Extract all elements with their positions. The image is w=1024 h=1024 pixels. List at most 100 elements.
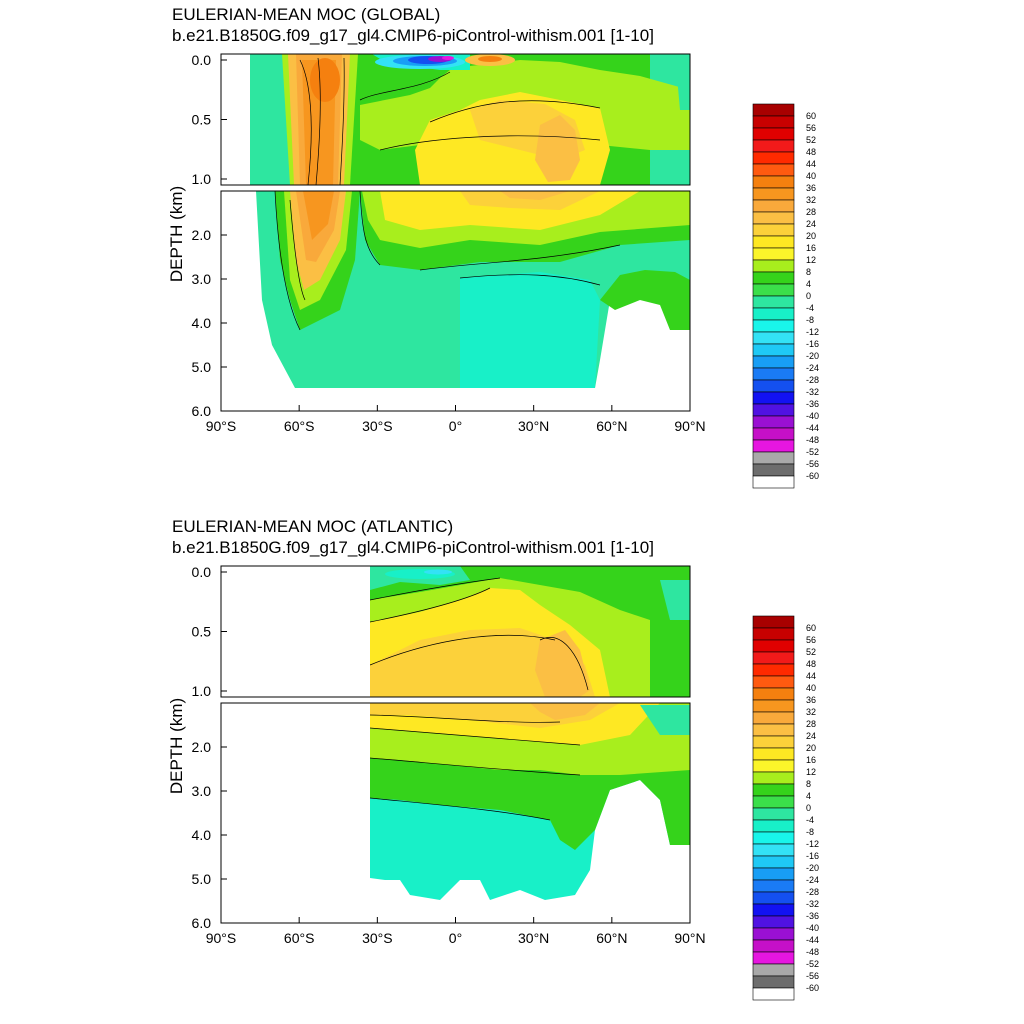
colorbar-level-label: -48: [806, 947, 819, 957]
colorbar-level-label: 36: [806, 695, 816, 705]
colorbar-swatch: [752, 403, 795, 417]
colorbar-swatch: [752, 699, 795, 713]
atlantic-axes: 90°S 60°S 30°S 0° 30°N 60°N 90°N 0.0 0.5 1.0 2.0 3.…: [192, 564, 706, 946]
colorbar-level-label: 56: [806, 123, 816, 133]
y-tick-label: 6.0: [192, 403, 212, 419]
colorbar-atlantic: 60565248444036322824201612840-4-8-12-16-…: [752, 615, 819, 1001]
colorbar-swatch: [752, 127, 795, 141]
x-tick-label: 30°S: [362, 418, 393, 434]
colorbar-swatch: [752, 439, 795, 453]
colorbar-level-label: -56: [806, 459, 819, 469]
colorbar-swatch: [752, 975, 795, 989]
y-tick-label: 3.0: [192, 783, 212, 799]
x-tick-label: 60°S: [284, 418, 315, 434]
colorbar-level-label: 8: [806, 267, 811, 277]
colorbar-swatch: [752, 247, 795, 261]
colorbar-level-label: -8: [806, 315, 814, 325]
colorbar-level-label: 56: [806, 635, 816, 645]
colorbar-level-label: -20: [806, 351, 819, 361]
colorbar-swatch: [752, 451, 795, 465]
colorbar-level-label: 52: [806, 135, 816, 145]
global-axes: 90°S 60°S 30°S 0° 30°N 60°N 90°N 0.0 0.5 1.0 2.0 3.…: [192, 52, 706, 434]
colorbar-swatch: [752, 463, 795, 477]
x-tick-label: 90°N: [674, 930, 705, 946]
colorbar-level-label: -44: [806, 423, 819, 433]
x-tick-label: 0°: [449, 930, 462, 946]
colorbar-swatch: [752, 175, 795, 189]
colorbar-swatch: [752, 627, 795, 641]
colorbar-level-label: -60: [806, 471, 819, 481]
colorbar-swatch: [752, 343, 795, 357]
x-tick-label: 30°N: [518, 418, 549, 434]
y-tick-label: 6.0: [192, 915, 212, 931]
chart-title: EULERIAN-MEAN MOC (GLOBAL): [172, 5, 440, 24]
y-tick-label: 1.0: [192, 171, 212, 187]
colorbar-level-label: 60: [806, 111, 816, 121]
colorbar-level-label: -36: [806, 911, 819, 921]
colorbar-swatch: [752, 807, 795, 821]
lower-panel-field: [221, 191, 690, 411]
colorbar-level-label: 28: [806, 207, 816, 217]
colorbar-level-label: -4: [806, 815, 814, 825]
colorbar-swatch: [752, 283, 795, 297]
colorbar-level-label: 28: [806, 719, 816, 729]
colorbar-level-label: -40: [806, 923, 819, 933]
colorbar-swatch: [752, 927, 795, 941]
colorbar-swatch: [752, 163, 795, 177]
colorbar-swatch: [752, 355, 795, 369]
colorbar-swatch: [752, 759, 795, 773]
colorbar-level-label: 16: [806, 755, 816, 765]
colorbar-level-label: 4: [806, 279, 811, 289]
colorbar-level-label: -60: [806, 983, 819, 993]
y-tick-label: 5.0: [192, 871, 212, 887]
colorbar-level-label: -36: [806, 399, 819, 409]
colorbar-swatch: [752, 795, 795, 809]
y-axis-label: DEPTH (km): [167, 698, 186, 794]
colorbar-swatch: [752, 855, 795, 869]
x-tick-label: 90°S: [206, 930, 237, 946]
colorbar-swatch: [752, 687, 795, 701]
colorbar-swatch: [752, 747, 795, 761]
colorbar-swatch: [752, 187, 795, 201]
colorbar-level-label: -8: [806, 827, 814, 837]
colorbar-swatch: [752, 151, 795, 165]
colorbar-swatch: [752, 331, 795, 345]
y-tick-label: 0.0: [192, 52, 212, 68]
y-tick-label: 2.0: [192, 739, 212, 755]
colorbar-swatch: [752, 939, 795, 953]
y-tick-label: 4.0: [192, 827, 212, 843]
colorbar-level-label: 52: [806, 647, 816, 657]
colorbar-swatch: [752, 663, 795, 677]
colorbar-swatch: [752, 783, 795, 797]
upper-panel-field: [221, 566, 690, 697]
colorbar-level-label: 12: [806, 255, 816, 265]
colorbar-swatch: [752, 139, 795, 153]
colorbar-level-label: 44: [806, 159, 816, 169]
colorbar-level-label: 48: [806, 147, 816, 157]
colorbar-swatch: [752, 903, 795, 917]
colorbar-swatch: [752, 987, 795, 1001]
colorbar-swatch: [752, 307, 795, 321]
colorbar-level-label: 60: [806, 623, 816, 633]
colorbar-swatch: [752, 951, 795, 965]
x-tick-label: 30°S: [362, 930, 393, 946]
colorbar-swatch: [752, 723, 795, 737]
colorbar-level-label: 16: [806, 243, 816, 253]
colorbar-level-label: -24: [806, 363, 819, 373]
colorbar-swatch: [752, 651, 795, 665]
colorbar-swatch: [752, 963, 795, 977]
colorbar-swatch: [752, 115, 795, 129]
colorbar-level-label: 0: [806, 803, 811, 813]
y-tick-label: 4.0: [192, 315, 212, 331]
colorbar-level-label: -16: [806, 851, 819, 861]
x-tick-label: 60°S: [284, 930, 315, 946]
colorbar-level-label: -52: [806, 959, 819, 969]
colorbar-level-label: -20: [806, 863, 819, 873]
x-tick-label: 60°N: [596, 930, 627, 946]
colorbar-swatch: [752, 867, 795, 881]
colorbar-level-label: -52: [806, 447, 819, 457]
colorbar-swatch: [752, 271, 795, 285]
x-tick-label: 30°N: [518, 930, 549, 946]
colorbar-swatch: [752, 223, 795, 237]
colorbar-level-label: -32: [806, 899, 819, 909]
